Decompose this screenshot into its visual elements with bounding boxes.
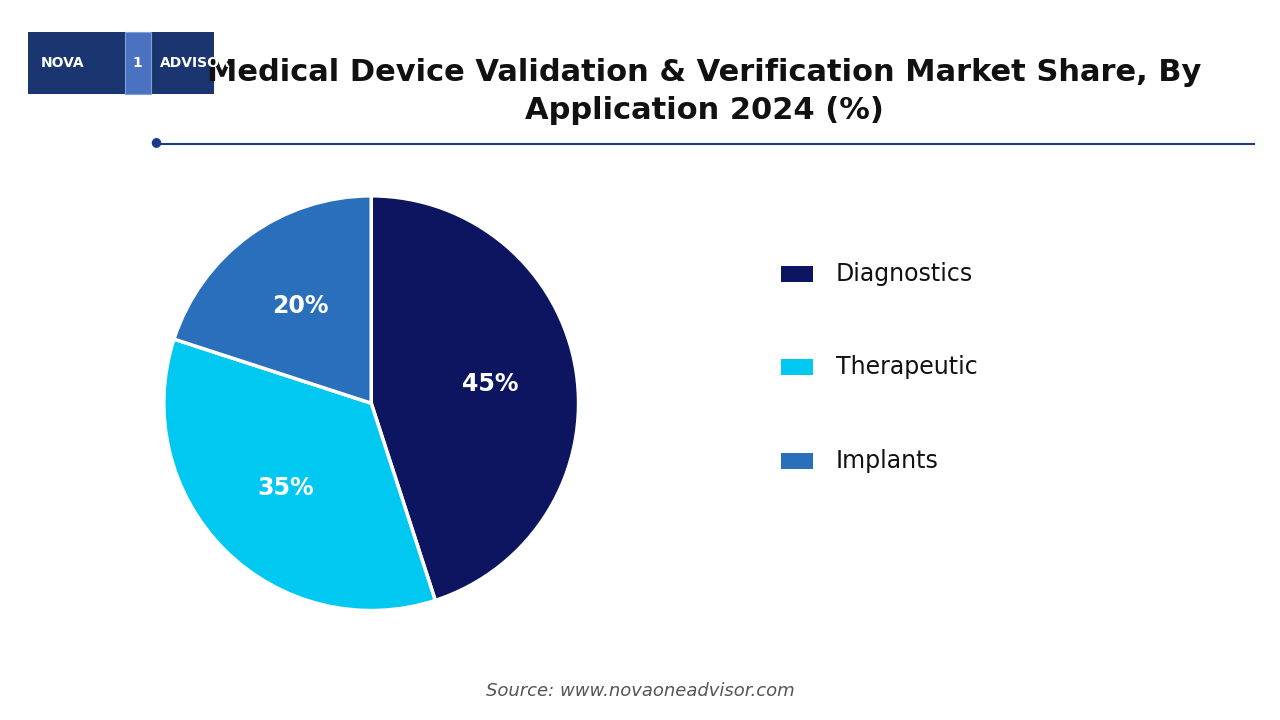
Text: Implants: Implants [836,449,938,473]
Text: Diagnostics: Diagnostics [836,261,973,286]
Text: 20%: 20% [273,294,329,318]
Text: 45%: 45% [462,372,518,397]
Text: ADVISOR: ADVISOR [160,56,230,70]
Text: 1: 1 [133,56,142,70]
Text: Source: www.novaoneadvisor.com: Source: www.novaoneadvisor.com [485,683,795,700]
Text: ●: ● [151,135,161,148]
Wedge shape [174,196,371,403]
Text: Therapeutic: Therapeutic [836,355,978,379]
Text: 35%: 35% [257,476,315,500]
Wedge shape [164,339,435,611]
Text: Medical Device Validation & Verification Market Share, By
Application 2024 (%): Medical Device Validation & Verification… [207,58,1201,125]
Wedge shape [371,196,579,600]
Text: NOVA: NOVA [41,56,84,70]
